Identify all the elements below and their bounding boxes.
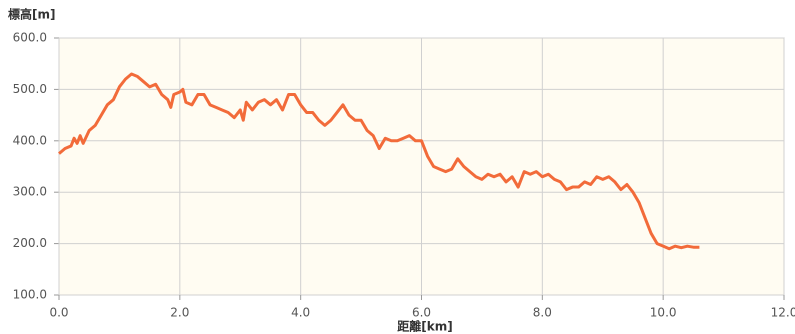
y-tick-label: 100.0 <box>13 288 47 302</box>
y-tick-label: 300.0 <box>13 185 47 199</box>
x-tick-label: 4.0 <box>291 306 310 320</box>
y-tick-label: 600.0 <box>13 31 47 45</box>
x-tick-label: 6.0 <box>412 306 431 320</box>
y-tick-label: 400.0 <box>13 133 47 147</box>
x-axis-label: 距離[km] <box>397 319 452 334</box>
elevation-line <box>58 72 700 251</box>
x-tick-label: 12.0 <box>771 306 795 320</box>
x-tick-label: 8.0 <box>533 306 552 320</box>
y-tick-label: 200.0 <box>13 236 47 250</box>
x-tick-label: 2.0 <box>170 306 189 320</box>
x-tick-label: 0.0 <box>49 306 68 320</box>
x-tick-label: 10.0 <box>650 306 677 320</box>
chart-title: 標高[m] <box>8 7 55 22</box>
y-tick-label: 500.0 <box>13 82 47 96</box>
